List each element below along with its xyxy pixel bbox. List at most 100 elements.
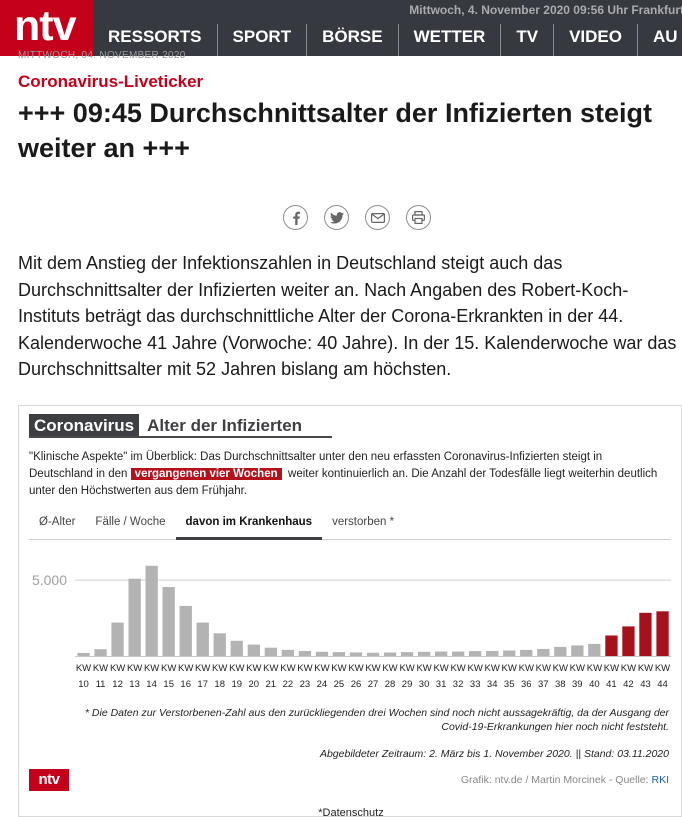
bar-kw-24[interactable] [315,651,329,656]
x-tick-label-number: 35 [504,679,515,690]
x-tick-label-number: 25 [334,679,345,690]
x-tick-label-number: 33 [470,679,481,690]
bar-kw-32[interactable] [452,651,465,657]
twitter-icon [329,211,344,224]
nav-item-video[interactable]: VIDEO [554,24,638,56]
page-title: +++ 09:45 Durchschnittsalter der Infizie… [18,98,652,163]
x-tick-label-number: 37 [538,679,549,690]
top-navigation-bar: ntv Mittwoch, 4. November 2020 09:56 Uhr… [0,0,682,56]
tab-hospitalized[interactable]: davon im Krankenhaus [175,510,323,540]
x-tick-label-prefix: KW [178,663,193,674]
bar-kw-11[interactable] [94,649,107,656]
share-print-button[interactable] [406,205,431,230]
bar-kw-27[interactable] [366,652,380,656]
graphic-title-topic: Coronavirus [29,414,140,436]
x-tick-label-number: 16 [180,679,191,690]
nav-item-tv[interactable]: TV [501,24,555,56]
x-tick-label-number: 11 [96,679,106,690]
x-tick-label-prefix: KW [382,663,397,674]
nav-item-ressorts[interactable]: RESSORTS [93,24,218,56]
bar-kw-41[interactable] [605,635,618,657]
x-tick-label-number: 18 [214,679,225,690]
x-tick-label-number: 19 [232,679,243,690]
infographic: Coronavirus Alter der Infizierten "Klini… [18,405,682,817]
bar-kw-34[interactable] [486,651,499,656]
bar-kw-37[interactable] [537,648,550,656]
x-tick-label-number: 17 [197,679,208,690]
bar-kw-38[interactable] [554,646,567,656]
privacy-link[interactable]: *Datenschutz [318,807,384,817]
x-tick-label-number: 39 [572,679,583,690]
bar-kw-30[interactable] [418,651,431,656]
bar-kw-39[interactable] [571,645,584,656]
x-tick-label-prefix: KW [519,663,534,674]
nav-item-auto[interactable]: AU [652,27,678,46]
bar-kw-16[interactable] [179,605,192,656]
bar-kw-22[interactable] [281,649,294,656]
tab-deceased[interactable]: verstorben * [332,516,395,528]
main-nav: RESSORTS SPORT BÖRSE WETTER TV VIDEO AU [93,24,682,56]
share-mail-button[interactable] [365,205,390,230]
x-tick-label-prefix: KW [570,663,585,674]
x-tick-label-number: 43 [640,679,651,690]
nav-item-wetter[interactable]: WETTER [399,24,502,56]
bar-kw-21[interactable] [264,647,277,656]
y-tick-label: 5.000 [32,572,67,588]
bar-kw-43[interactable] [639,612,652,656]
bar-kw-14[interactable] [145,565,158,656]
x-tick-label-prefix: KW [655,663,670,674]
x-tick-label-prefix: KW [587,663,602,674]
x-tick-label-prefix: KW [297,663,312,674]
bar-kw-17[interactable] [196,622,209,656]
bar-kw-23[interactable] [298,651,312,656]
bar-kw-29[interactable] [400,652,414,656]
x-tick-label-number: 21 [266,679,277,690]
bar-kw-26[interactable] [349,652,363,656]
bar-kw-40[interactable] [588,643,601,656]
share-facebook-button[interactable] [283,205,308,230]
x-tick-label-prefix: KW [110,663,125,674]
bar-kw-18[interactable] [213,633,226,657]
bar-kw-42[interactable] [622,626,635,656]
bar-kw-25[interactable] [332,652,346,656]
bar-kw-10[interactable] [77,653,90,656]
share-bar [283,205,431,230]
graphic-description-highlight: vergangenen vier Wochen [130,468,282,480]
tab-average-age[interactable]: Ø-Alter [39,516,76,528]
x-tick-label-prefix: KW [604,663,619,674]
bar-kw-33[interactable] [469,651,482,656]
share-twitter-button[interactable] [324,205,349,230]
bar-kw-13[interactable] [128,578,141,656]
article-kicker[interactable]: Coronavirus-Liveticker [18,72,204,91]
nav-item-sport[interactable]: SPORT [218,24,308,56]
graphic-period: Abgebildeter Zeitraum: 2. März bis 1. No… [319,748,669,760]
logo-text[interactable]: ntv [14,2,76,50]
bar-kw-44[interactable] [656,611,669,656]
x-tick-label-number: 20 [249,679,260,690]
bar-kw-35[interactable] [503,650,516,657]
ntv-logo[interactable]: ntv [0,0,93,56]
bar-kw-15[interactable] [162,587,175,656]
graphic-credit-source-link[interactable]: RKI [651,774,669,786]
bar-kw-31[interactable] [435,651,448,657]
x-tick-label-prefix: KW [621,663,636,674]
x-tick-label-number: 32 [453,679,464,690]
x-tick-label-number: 29 [402,679,413,690]
facebook-icon [292,211,300,225]
bar-kw-19[interactable] [230,640,243,656]
nav-item-boerse[interactable]: BÖRSE [307,24,399,56]
graphic-credit: Grafik: ntv.de / Martin Morcinek - Quell… [461,774,669,786]
x-tick-label-prefix: KW [468,663,483,674]
graphic-credit-text: Grafik: ntv.de / Martin Morcinek - Quell… [460,774,649,786]
x-tick-label-prefix: KW [399,663,414,674]
bar-kw-28[interactable] [383,652,397,657]
x-tick-label-prefix: KW [331,663,346,674]
mail-icon [370,212,385,223]
hospitalized-bar-chart: 5.000 KW 10 KW 11 KW 12 KW 13 KW 14 KW 15 KW 16 KW 17 KW 1… [32,565,671,690]
x-tick-label-prefix: KW [536,663,551,674]
bar-kw-12[interactable] [111,622,124,656]
bar-kw-20[interactable] [247,644,260,656]
tab-cases-per-week[interactable]: Fälle / Woche [95,516,166,528]
bar-kw-36[interactable] [520,649,533,656]
x-tick-label-number: 27 [368,679,379,690]
